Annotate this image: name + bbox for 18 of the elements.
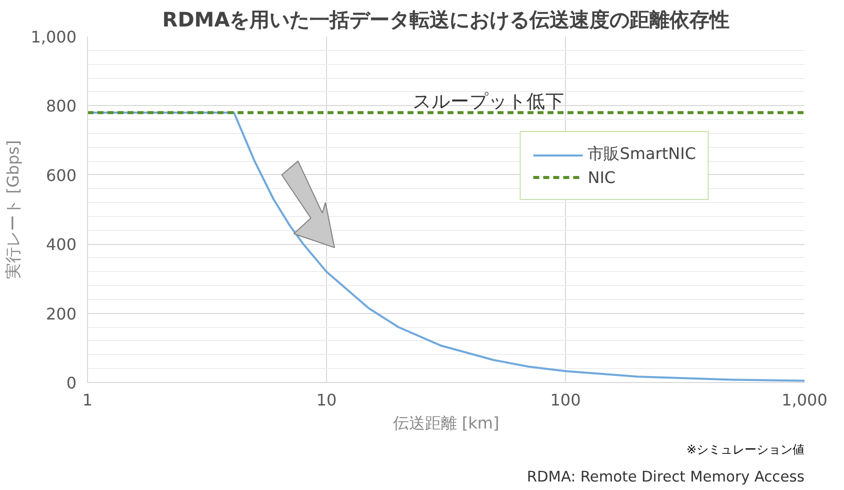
y-tick-label: 800 (46, 96, 77, 116)
y-tick-label: 600 (46, 166, 77, 185)
y-tick-label: 1,000 (30, 28, 77, 46)
y-tick-label: 200 (46, 304, 77, 324)
y-tick-label: 400 (46, 235, 77, 254)
x-tick-label: 1 (82, 390, 93, 410)
text: RDMA: Remote Direct Memory Access (526, 468, 805, 486)
legend-label: NIC (588, 168, 616, 186)
annotation: スループット低下 (412, 92, 564, 112)
y-tick-label: 0 (66, 374, 77, 392)
x-axis-title: 伝送距離 [km] (392, 414, 500, 432)
x-tick-label: 100 (550, 390, 581, 410)
chart-title: RDMAを用いた一括データ転送における伝送速度の距離依存性 (162, 8, 730, 32)
x-tick-label: 10 (316, 390, 337, 410)
legend-label: 市販SmartNIC (588, 144, 696, 165)
text: ※シミュレーション値 (686, 442, 805, 456)
x-tick-label: 1,000 (782, 390, 828, 410)
y-axis-title: 実行レート [Gbps] (4, 140, 23, 279)
